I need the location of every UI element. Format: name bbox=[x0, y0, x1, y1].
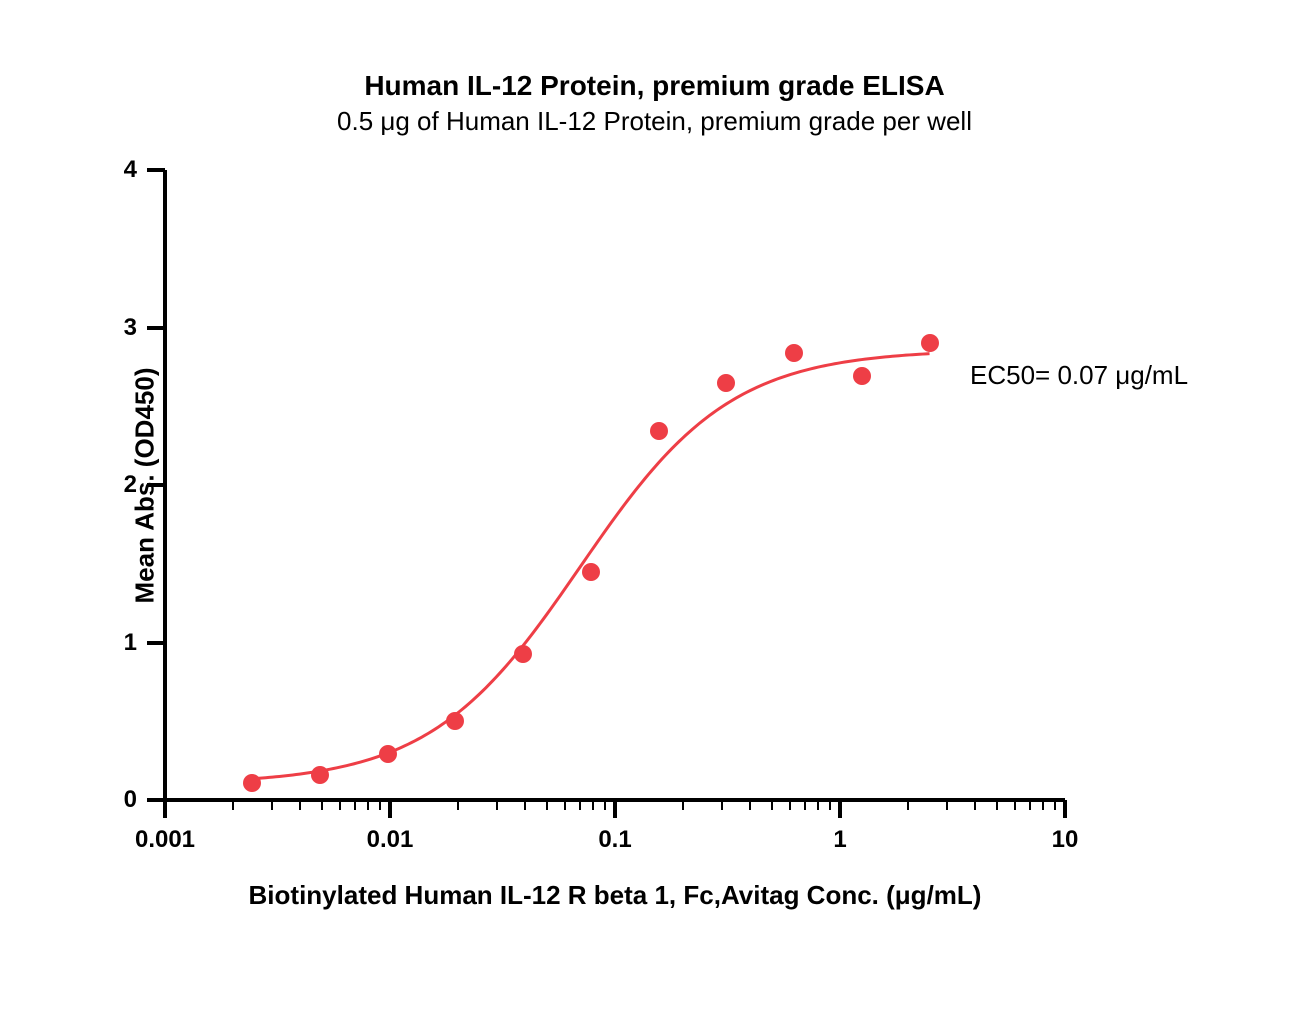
x-minor-tick bbox=[804, 800, 806, 810]
data-point bbox=[717, 374, 735, 392]
x-tick-label: 0.001 bbox=[105, 826, 225, 854]
data-point bbox=[311, 766, 329, 784]
data-point bbox=[650, 422, 668, 440]
data-point bbox=[785, 344, 803, 362]
x-minor-tick bbox=[1054, 800, 1056, 810]
data-point bbox=[446, 712, 464, 730]
x-minor-tick bbox=[457, 800, 459, 810]
x-minor-tick bbox=[367, 800, 369, 810]
x-minor-tick bbox=[321, 800, 323, 810]
chart-subtitle: 0.5 μg of Human IL-12 Protein, premium g… bbox=[0, 106, 1309, 137]
data-point bbox=[921, 334, 939, 352]
data-point bbox=[853, 367, 871, 385]
chart-container: Human IL-12 Protein, premium grade ELISA… bbox=[0, 0, 1309, 1032]
x-minor-tick bbox=[592, 800, 594, 810]
data-point bbox=[514, 645, 532, 663]
x-minor-tick bbox=[1014, 800, 1016, 810]
y-major-tick bbox=[147, 168, 165, 172]
x-minor-tick bbox=[789, 800, 791, 810]
x-minor-tick bbox=[829, 800, 831, 810]
x-minor-tick bbox=[232, 800, 234, 810]
x-axis-label: Biotinylated Human IL-12 R beta 1, Fc,Av… bbox=[165, 880, 1065, 911]
y-major-tick bbox=[147, 326, 165, 330]
x-minor-tick bbox=[524, 800, 526, 810]
x-minor-tick bbox=[996, 800, 998, 810]
x-minor-tick bbox=[907, 800, 909, 810]
y-tick-label: 4 bbox=[97, 156, 137, 184]
x-minor-tick bbox=[749, 800, 751, 810]
x-major-tick bbox=[1063, 800, 1067, 818]
x-major-tick bbox=[163, 800, 167, 818]
x-tick-label: 0.01 bbox=[330, 826, 450, 854]
y-major-tick bbox=[147, 483, 165, 487]
y-tick-label: 3 bbox=[97, 314, 137, 342]
x-minor-tick bbox=[339, 800, 341, 810]
y-major-tick bbox=[147, 798, 165, 802]
x-minor-tick bbox=[271, 800, 273, 810]
x-minor-tick bbox=[682, 800, 684, 810]
x-minor-tick bbox=[721, 800, 723, 810]
x-minor-tick bbox=[564, 800, 566, 810]
y-tick-label: 2 bbox=[97, 471, 137, 499]
y-tick-label: 1 bbox=[97, 629, 137, 657]
ec50-annotation: EC50= 0.07 μg/mL bbox=[970, 360, 1188, 391]
x-major-tick bbox=[388, 800, 392, 818]
data-point bbox=[243, 774, 261, 792]
chart-title: Human IL-12 Protein, premium grade ELISA bbox=[0, 70, 1309, 102]
x-minor-tick bbox=[1029, 800, 1031, 810]
x-tick-label: 1 bbox=[780, 826, 900, 854]
x-minor-tick bbox=[974, 800, 976, 810]
x-minor-tick bbox=[817, 800, 819, 810]
y-major-tick bbox=[147, 641, 165, 645]
title-block: Human IL-12 Protein, premium grade ELISA… bbox=[0, 70, 1309, 137]
x-minor-tick bbox=[946, 800, 948, 810]
x-minor-tick bbox=[546, 800, 548, 810]
x-tick-label: 10 bbox=[1005, 826, 1125, 854]
y-tick-label: 0 bbox=[97, 786, 137, 814]
x-major-tick bbox=[613, 800, 617, 818]
x-minor-tick bbox=[604, 800, 606, 810]
x-minor-tick bbox=[379, 800, 381, 810]
x-tick-label: 0.1 bbox=[555, 826, 675, 854]
plot-area bbox=[165, 170, 1065, 800]
x-minor-tick bbox=[771, 800, 773, 810]
fit-curve bbox=[165, 170, 1065, 800]
x-minor-tick bbox=[354, 800, 356, 810]
x-minor-tick bbox=[579, 800, 581, 810]
x-minor-tick bbox=[1042, 800, 1044, 810]
data-point bbox=[379, 745, 397, 763]
x-minor-tick bbox=[299, 800, 301, 810]
x-major-tick bbox=[838, 800, 842, 818]
data-point bbox=[582, 563, 600, 581]
x-minor-tick bbox=[496, 800, 498, 810]
